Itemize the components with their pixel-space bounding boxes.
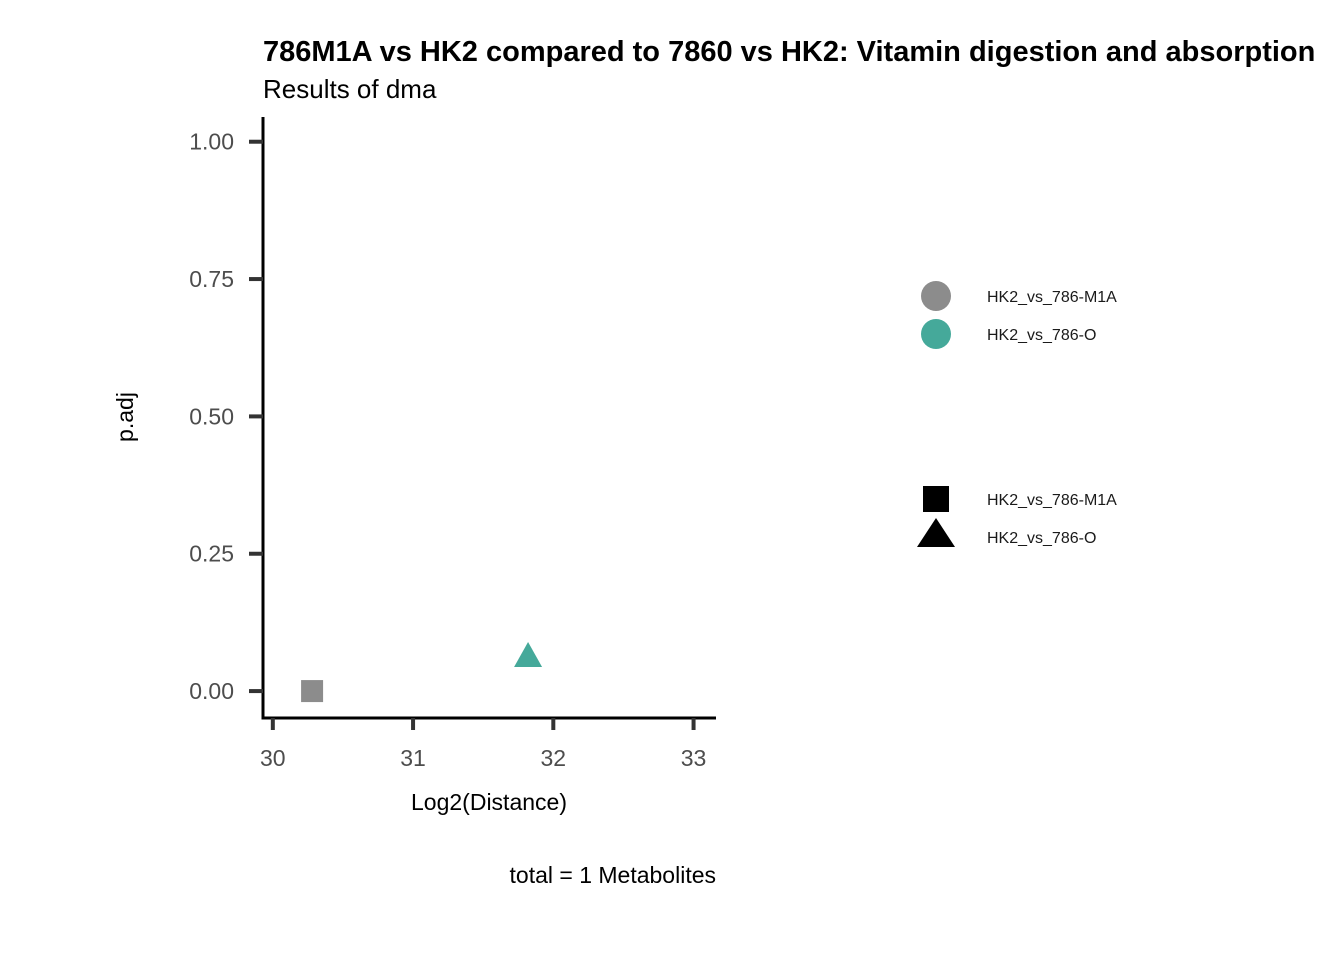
legend-color-label: HK2_vs_786-M1A xyxy=(987,289,1117,306)
x-axis-label: Log2(Distance) xyxy=(411,789,567,815)
legend-triangle-icon xyxy=(917,518,955,547)
legend-shape: HK2_vs_786-M1A HK2_vs_786-O xyxy=(917,486,1117,547)
x-tick-label: 33 xyxy=(681,745,707,771)
legend-shape-label: HK2_vs_786-O xyxy=(987,530,1096,547)
x-tick-label: 31 xyxy=(400,745,426,771)
y-tick-label: 0.25 xyxy=(189,541,234,567)
chart-title: 786M1A vs HK2 compared to 7860 vs HK2: V… xyxy=(263,36,1315,68)
y-tick-label: 0.75 xyxy=(189,266,234,292)
legend-color-key xyxy=(921,281,951,311)
y-axis-label: p.adj xyxy=(112,392,138,442)
x-tick-label: 32 xyxy=(541,745,567,771)
legend-square-icon xyxy=(923,486,949,512)
data-points xyxy=(301,642,543,703)
caption: total = 1 Metabolites xyxy=(510,862,716,888)
legend-color-label: HK2_vs_786-O xyxy=(987,327,1096,344)
data-point-triangle xyxy=(514,642,543,668)
legend-color-key xyxy=(921,319,951,349)
x-tick-label: 30 xyxy=(260,745,286,771)
y-tick-label: 0.50 xyxy=(189,403,234,429)
legend-color: HK2_vs_786-M1A HK2_vs_786-O xyxy=(921,281,1117,349)
chart-subtitle: Results of dma xyxy=(263,74,437,104)
axes: 30 31 32 33 0.00 0.25 0.50 0.75 1.00 xyxy=(189,117,716,771)
data-point-square xyxy=(301,680,324,703)
legend-shape-label: HK2_vs_786-M1A xyxy=(987,492,1117,509)
y-tick-label: 0.00 xyxy=(189,678,234,704)
y-tick-label: 1.00 xyxy=(189,129,234,155)
